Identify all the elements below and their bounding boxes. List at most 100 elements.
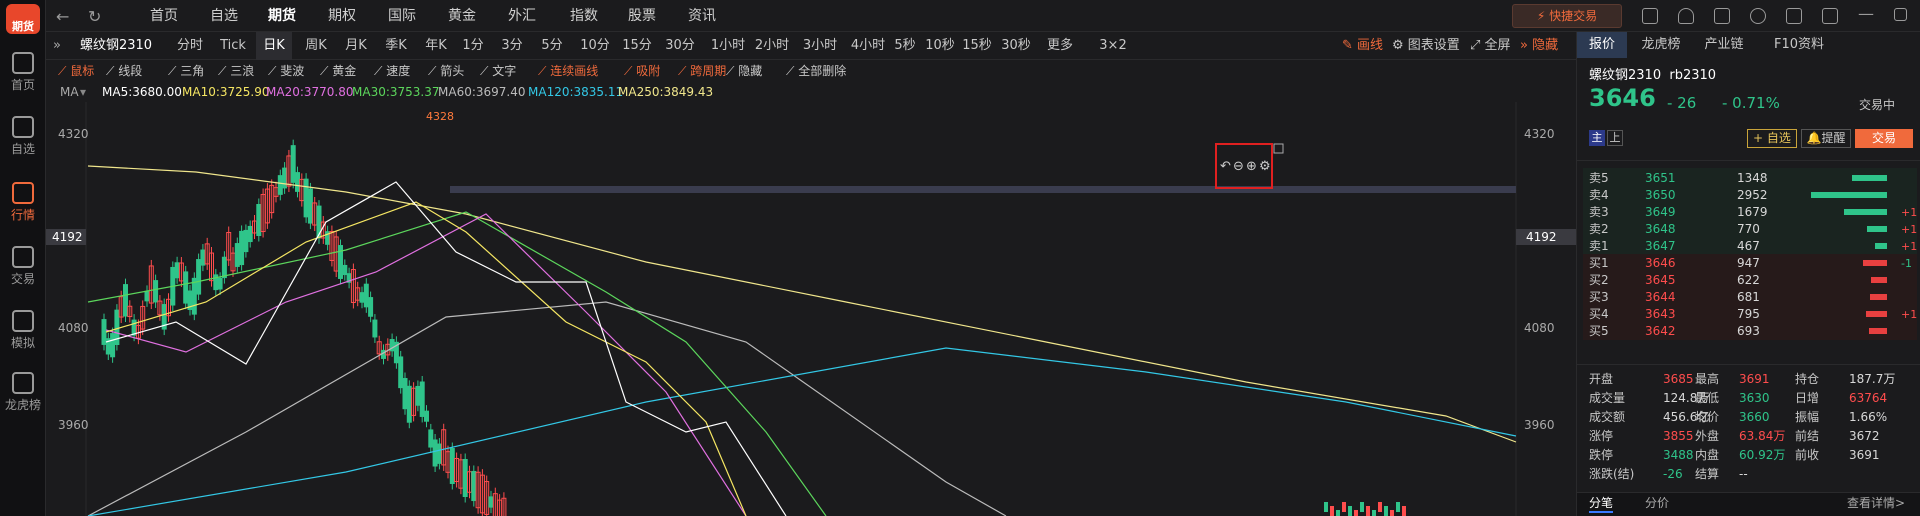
draw-tool[interactable]: ⟋ 三浪: [218, 60, 254, 82]
draw-tool[interactable]: ⟋ 黄金: [320, 60, 356, 82]
refresh-icon[interactable]: ↻: [88, 7, 102, 26]
draw-tool[interactable]: ⟋ 速度: [374, 60, 410, 82]
alert-button[interactable]: 🔔提醒: [1801, 129, 1851, 148]
tool-label: 斐波: [280, 64, 305, 78]
topnav-item[interactable]: 首页: [150, 8, 178, 24]
quote-tab[interactable]: 龙虎榜: [1641, 37, 1681, 52]
period-tab[interactable]: 30分: [660, 32, 700, 60]
topnav-item[interactable]: 自选: [210, 8, 238, 24]
bottom-tab[interactable]: 分价: [1645, 496, 1670, 510]
period-tab[interactable]: 30秒: [998, 32, 1034, 60]
view-details-link[interactable]: 查看详情>: [1847, 496, 1906, 510]
topnav-item[interactable]: 期货: [268, 8, 296, 24]
user-icon[interactable]: [1750, 8, 1766, 24]
stat-label: 跌停: [1589, 448, 1614, 462]
draw-tool[interactable]: ⟋ 三角: [168, 60, 204, 82]
contract-selector[interactable]: 螺纹钢2310: [79, 38, 153, 53]
period-tab[interactable]: Tick: [214, 32, 252, 60]
sidebar-item-3[interactable]: 交易: [0, 246, 46, 287]
quote-tab[interactable]: 产业链: [1704, 37, 1744, 52]
topnav-item[interactable]: 国际: [388, 8, 416, 24]
draw-tool[interactable]: ⟋ 斐波: [268, 60, 304, 82]
period-tab[interactable]: 更多: [1040, 32, 1080, 60]
collapse-icon[interactable]: »: [53, 38, 61, 53]
hide-panel-button[interactable]: » 隐藏: [1520, 38, 1559, 53]
stat-label: 最低: [1695, 391, 1720, 405]
price-change-pct: - 0.71%: [1722, 94, 1780, 112]
kline-chart[interactable]: 4320 4320 4080 4080 3960 3960 4192 4192 4328 ↶ ⊖ ⊕ ⚙: [46, 102, 1576, 516]
period-tab[interactable]: 10秒: [924, 32, 956, 60]
sidebar-item-2[interactable]: 行情: [0, 182, 46, 223]
tool-label: 连续画线: [550, 64, 599, 78]
draw-tool[interactable]: ⟋ 吸附: [624, 60, 660, 82]
minimize-icon[interactable]: —: [1858, 4, 1874, 23]
period-tab[interactable]: 3分: [494, 32, 530, 60]
bell-icon[interactable]: [1678, 8, 1694, 24]
period-tab[interactable]: 月K: [338, 32, 374, 60]
period-tab[interactable]: 3×2: [1090, 32, 1136, 60]
quote-tab[interactable]: F10资料: [1773, 37, 1825, 52]
period-tab[interactable]: 分时: [170, 32, 210, 60]
zoom-in-icon[interactable]: ⊕: [1246, 159, 1257, 174]
period-tab[interactable]: 15分: [618, 32, 656, 60]
period-tab[interactable]: 10分: [576, 32, 614, 60]
app-logo[interactable]: 期货: [6, 4, 40, 34]
draw-tool[interactable]: ⟋ 线段: [106, 60, 142, 82]
fullscreen-button[interactable]: ⤢ 全屏: [1470, 38, 1511, 53]
zoom-out-icon[interactable]: ⊖: [1233, 159, 1244, 174]
topnav-item[interactable]: 股票: [628, 8, 656, 24]
period-tab[interactable]: 季K: [378, 32, 414, 60]
trade-button[interactable]: 交易: [1855, 129, 1913, 148]
sidebar-item-4[interactable]: 模拟: [0, 310, 46, 351]
period-tab[interactable]: 周K: [298, 32, 334, 60]
shirt-icon[interactable]: [1786, 8, 1802, 24]
period-tab[interactable]: 1分: [456, 32, 490, 60]
back-arrow-icon[interactable]: ←: [56, 7, 70, 26]
maximize-icon[interactable]: [1894, 8, 1907, 21]
chevron-down-icon[interactable]: ▾: [80, 85, 87, 99]
topnav-item[interactable]: 期权: [328, 8, 356, 24]
period-tab[interactable]: 2小时: [750, 32, 794, 60]
stat-label: 前收: [1795, 448, 1820, 462]
sidebar-item-1[interactable]: 自选: [0, 116, 46, 157]
orderbook-label: 买1: [1589, 256, 1609, 270]
copy-chart-icon[interactable]: [1273, 143, 1284, 154]
period-tab[interactable]: 15秒: [960, 32, 994, 60]
window-icon[interactable]: [1642, 8, 1658, 24]
sidebar-item-5[interactable]: 龙虎榜: [0, 372, 46, 413]
period-tab[interactable]: 5秒: [890, 32, 920, 60]
settings-icon[interactable]: ⚙: [1259, 159, 1271, 174]
orderbook-volume: 770: [1737, 222, 1760, 236]
period-tab[interactable]: 3小时: [798, 32, 842, 60]
undo-icon[interactable]: ↶: [1220, 159, 1231, 174]
orderbook-price: 3644: [1645, 290, 1676, 304]
draw-tool[interactable]: ⟋ 文字: [480, 60, 516, 82]
stat-row: 成交额 456.6亿 均价 3660 振幅 1.66%: [1589, 408, 1914, 426]
y-tick-label: 4320: [1524, 127, 1555, 141]
period-tab[interactable]: 1小时: [706, 32, 750, 60]
topnav-item[interactable]: 黄金: [448, 8, 476, 24]
ma-label[interactable]: MA: [60, 85, 79, 99]
topnav-item[interactable]: 外汇: [508, 8, 536, 24]
period-tab[interactable]: 5分: [534, 32, 570, 60]
period-tab[interactable]: 日K: [256, 32, 292, 60]
draw-tool[interactable]: ⟋ 隐藏: [726, 60, 762, 82]
draw-tool[interactable]: ⟋ 连续画线: [538, 60, 598, 82]
topnav-item[interactable]: 指数: [570, 8, 598, 24]
bottom-tab[interactable]: 分笔: [1589, 494, 1614, 513]
add-watchlist-button[interactable]: + 自选: [1747, 129, 1797, 148]
draw-tool[interactable]: ⟋ 跨周期: [678, 60, 726, 82]
menu-icon[interactable]: [1822, 8, 1838, 24]
mail-icon[interactable]: [1714, 8, 1730, 24]
period-tab[interactable]: 年K: [418, 32, 454, 60]
topnav-item[interactable]: 资讯: [688, 8, 716, 24]
period-tab[interactable]: 4小时: [846, 32, 890, 60]
quick-trade-button[interactable]: ⚡ 快捷交易: [1512, 4, 1622, 28]
quote-tab[interactable]: 报价: [1577, 32, 1627, 58]
draw-tool[interactable]: ⟋ 箭头: [428, 60, 464, 82]
draw-tool[interactable]: ⟋ 全部删除: [786, 60, 846, 82]
draw-tool[interactable]: ⟋ 鼠标: [58, 60, 94, 82]
chart-settings-button[interactable]: ⚙ 图表设置: [1392, 38, 1460, 53]
draw-line-button[interactable]: ✎ 画线: [1342, 38, 1384, 53]
sidebar-item-0[interactable]: 首页: [0, 52, 46, 93]
